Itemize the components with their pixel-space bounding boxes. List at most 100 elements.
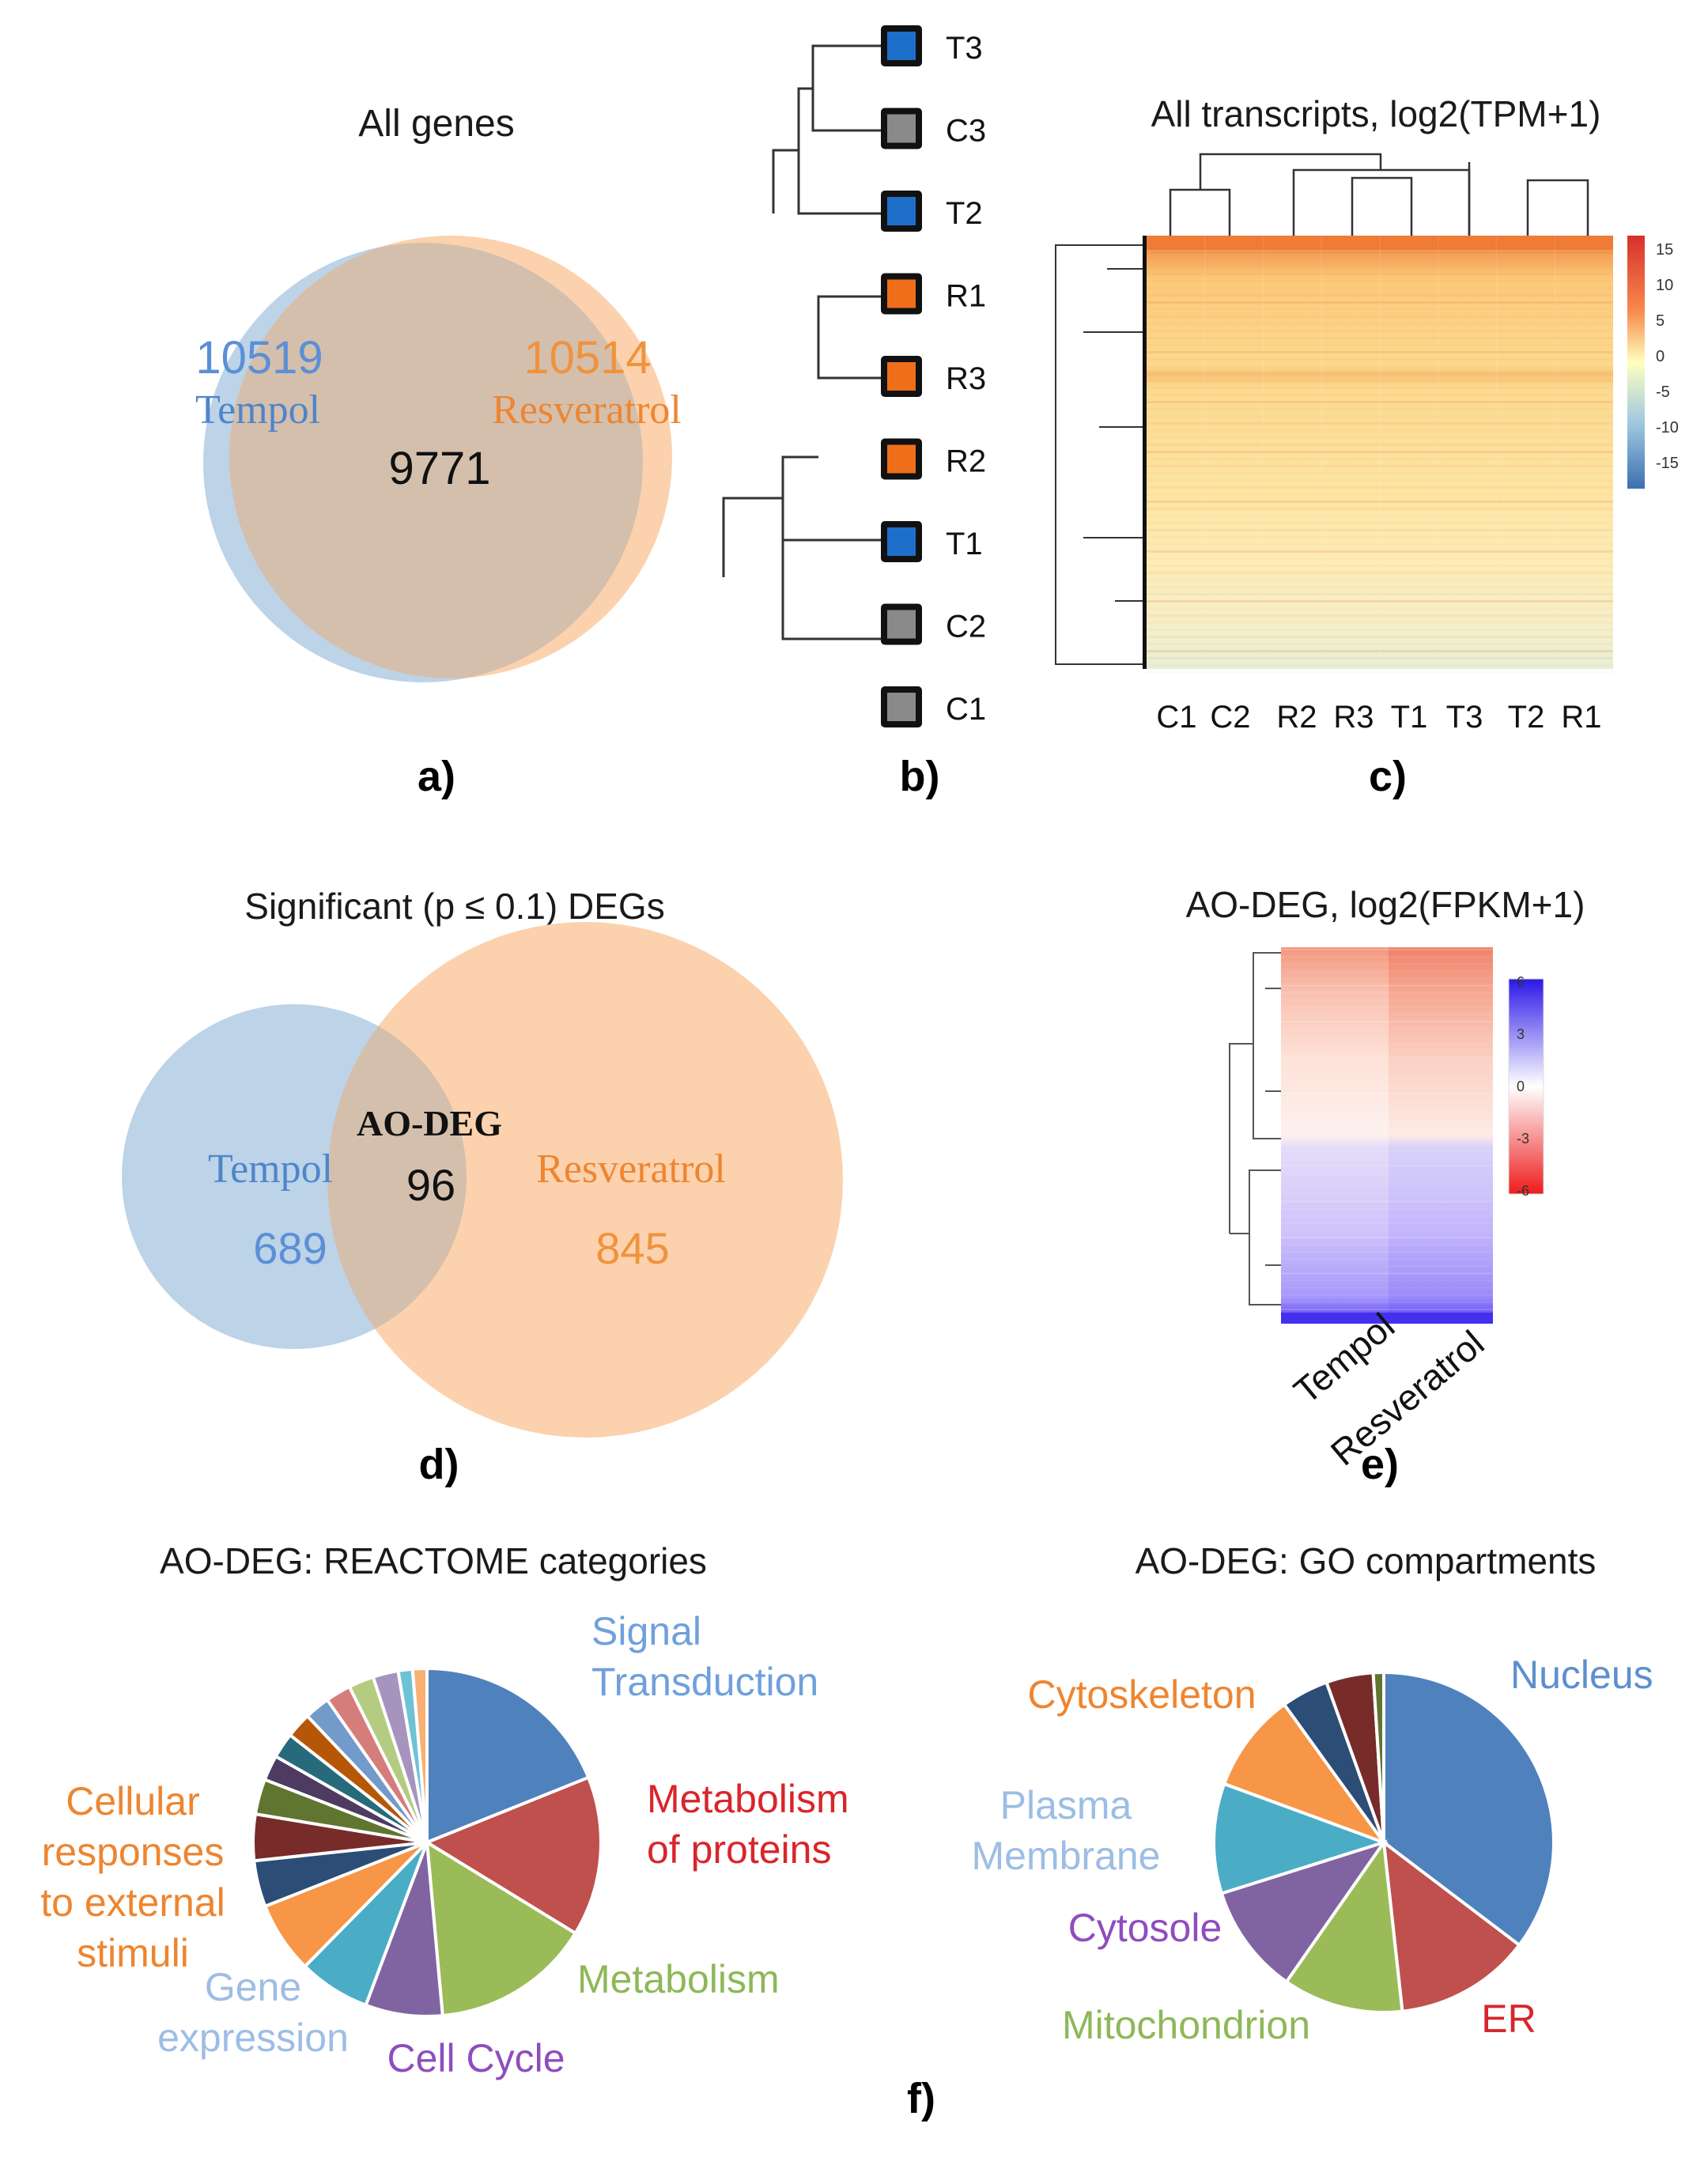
panel-e-heatmap: AO-DEG, log2(FPKM+1) xyxy=(1186,884,1585,1488)
heatmap-e-row xyxy=(1281,1215,1493,1217)
heatmap-c-row xyxy=(1147,508,1613,510)
heatmap-c-row xyxy=(1147,365,1613,368)
heatmap-c-row xyxy=(1147,337,1613,339)
heatmap-c-row xyxy=(1147,351,1613,353)
pie-label: Metabolism xyxy=(647,1777,849,1821)
heatmap-e-colorbar-tick: 6 xyxy=(1517,974,1525,990)
heatmap-c-colorbar-ticks: 15 10 5 0 -5 -10 -15 xyxy=(1656,241,1679,472)
heatmap-c-column-divider xyxy=(1204,236,1206,669)
heatmap-e-row xyxy=(1281,992,1493,994)
heatmap-c-column-label: R1 xyxy=(1561,700,1601,735)
heatmap-c-row xyxy=(1147,280,1613,282)
panel-b-dendrogram: T3 C3 T2 R1 R3 R2 T1 C2 C1 b) xyxy=(722,25,986,800)
heatmap-e-row xyxy=(1281,1013,1493,1015)
dendrogram-leaf-label: T1 xyxy=(946,527,983,561)
heatmap-c-colorbar-tick: -5 xyxy=(1656,384,1670,401)
heatmap-e-row xyxy=(1281,1265,1493,1268)
heatmap-c-row xyxy=(1147,387,1613,389)
heatmap-e-row xyxy=(1281,1287,1493,1289)
heatmap-e-row xyxy=(1281,1279,1493,1282)
heatmap-c-row xyxy=(1147,650,1613,652)
heatmap-e-row xyxy=(1281,956,1493,958)
heatmap-c-row xyxy=(1147,308,1613,311)
pie-reactome: Signal Transduction Metabolism of proteins M… xyxy=(40,1609,848,2080)
heatmap-c-row xyxy=(1147,622,1613,624)
dendrogram-leaf-marker-resveratrol xyxy=(887,279,916,308)
panel-a-venn: All genes 10519 Tempol 10514 Resveratrol… xyxy=(195,103,682,800)
heatmap-e-row xyxy=(1281,1085,1493,1087)
heatmap-c-row xyxy=(1147,529,1613,531)
venn-d-overlap-label: AO-DEG xyxy=(357,1103,502,1143)
panel-d-venn: Significant (p ≤ 0.1) DEGs AO-DEG Tempol… xyxy=(122,886,843,1488)
heatmap-e-row xyxy=(1281,1135,1493,1138)
heatmap-e-row xyxy=(1281,977,1493,980)
heatmap-e-row xyxy=(1281,1186,1493,1188)
heatmap-e-row xyxy=(1281,1309,1493,1310)
heatmap-c-row xyxy=(1147,586,1613,588)
heatmap-c-row xyxy=(1147,465,1613,467)
heatmap-c-row xyxy=(1147,380,1613,382)
heatmap-c-row xyxy=(1147,636,1613,638)
heatmap-e-row xyxy=(1281,1006,1493,1008)
dendrogram-leaf-marker-resveratrol xyxy=(887,444,916,474)
heatmap-c-row xyxy=(1147,543,1613,546)
heatmap-c-row xyxy=(1147,515,1613,517)
panel-label-e: e) xyxy=(1361,1441,1399,1488)
dendrogram-branches xyxy=(722,44,901,640)
heatmap-c-row xyxy=(1147,372,1613,375)
heatmap-c-row xyxy=(1147,344,1613,346)
venn-d-resveratrol-circle xyxy=(327,922,843,1438)
heatmap-c-row-dendrogram-dense xyxy=(1143,236,1148,669)
heatmap-c-row xyxy=(1147,572,1613,574)
heatmap-c-colorbar-tick: 10 xyxy=(1656,277,1673,294)
pie-label: Signal xyxy=(591,1609,701,1653)
heatmap-c-row xyxy=(1147,301,1613,304)
venn-a-tempol-label: Tempol xyxy=(195,387,320,433)
heatmap-c-row xyxy=(1147,501,1613,503)
heatmap-e-title: AO-DEG, log2(FPKM+1) xyxy=(1186,884,1585,925)
heatmap-c-row xyxy=(1147,557,1613,560)
venn-a-resveratrol-count: 10514 xyxy=(523,332,651,384)
heatmap-e-row xyxy=(1281,1237,1493,1238)
venn-d-resveratrol-label: Resveratrol xyxy=(536,1147,726,1192)
heatmap-c-column-labels: C1 C2 R2 R3 T1 T3 T2 R1 xyxy=(1156,700,1601,735)
heatmap-c-row xyxy=(1147,294,1613,297)
heatmap-c-column-label: T2 xyxy=(1508,700,1545,735)
heatmap-c-column-divider xyxy=(1554,236,1556,669)
heatmap-e-row xyxy=(1281,970,1493,973)
heatmap-c-row xyxy=(1147,266,1613,268)
dendrogram-leaf-label: C2 xyxy=(946,610,986,644)
heatmap-c-column-label: R3 xyxy=(1333,700,1374,735)
heatmap-e-row xyxy=(1281,1128,1493,1131)
heatmap-e-colorbar-tick: 0 xyxy=(1517,1079,1525,1094)
pie-label: Cellular xyxy=(66,1779,200,1823)
pie-slice-mitochondrion xyxy=(1284,1838,1404,2014)
heatmap-c-row xyxy=(1147,401,1613,403)
dendrogram-leaf-label: R3 xyxy=(946,361,986,396)
heatmap-e-row xyxy=(1281,1193,1493,1196)
heatmap-e-colorbar-tick: -6 xyxy=(1517,1183,1529,1199)
heatmap-c-row xyxy=(1147,444,1613,446)
heatmap-c-row xyxy=(1147,629,1613,631)
heatmap-e-row xyxy=(1281,1229,1493,1231)
pie-label: of proteins xyxy=(647,1827,831,1872)
heatmap-c-row-stripes xyxy=(1147,236,1613,674)
dendrogram-leaf-label: C1 xyxy=(946,692,986,727)
heatmap-e-row xyxy=(1281,1056,1493,1059)
pie-label: Plasma xyxy=(1000,1783,1132,1827)
heatmap-e-row xyxy=(1281,1294,1493,1296)
heatmap-c-row xyxy=(1147,600,1613,603)
heatmap-e-row xyxy=(1281,1172,1493,1174)
pie-label: Cytosole xyxy=(1068,1906,1222,1950)
heatmap-e-row xyxy=(1281,1251,1493,1253)
venn-a-title: All genes xyxy=(358,103,514,145)
pie-label: Metabolism xyxy=(577,1957,780,2001)
heatmap-e-row xyxy=(1281,984,1493,987)
heatmap-e-row xyxy=(1281,1207,1493,1210)
pie-slice-cytosole xyxy=(1219,1839,1389,1985)
heatmap-e-row xyxy=(1281,1028,1493,1030)
heatmap-c-cells xyxy=(1147,236,1613,669)
venn-d-tempol-count: 689 xyxy=(253,1223,327,1273)
heatmap-c-row xyxy=(1147,664,1613,667)
